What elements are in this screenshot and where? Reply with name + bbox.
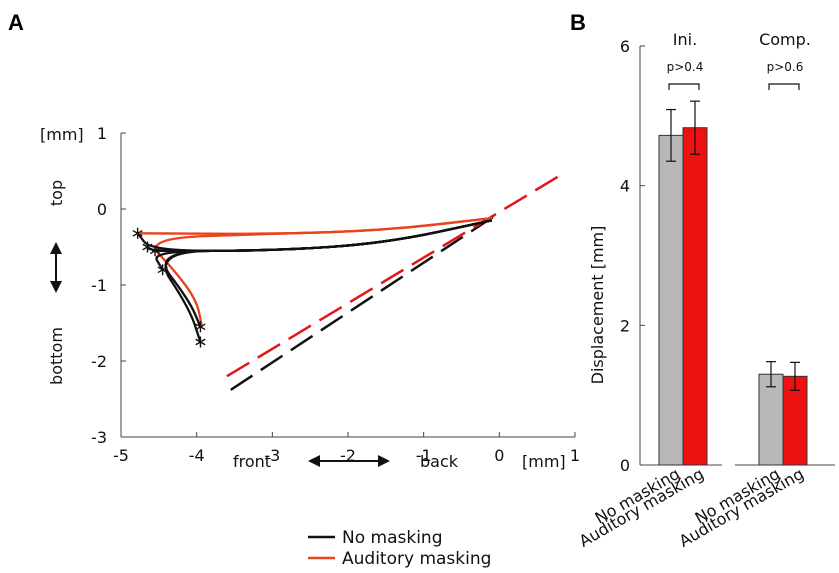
endpoint-marker — [195, 321, 206, 333]
error-bar — [790, 361, 800, 391]
x-tick-label: -2 — [340, 446, 356, 465]
y-tick-label: 0 — [97, 200, 107, 219]
x-unit-label: [mm] — [522, 452, 566, 471]
y-tick-label: 1 — [97, 124, 107, 143]
y-tick-label: -3 — [91, 428, 107, 447]
x-tick-label: 1 — [570, 446, 580, 465]
trajectory-data — [132, 172, 565, 391]
error-bar — [766, 361, 776, 388]
endpoint-marker-stroke — [157, 266, 168, 274]
x-tick-label: -4 — [189, 446, 205, 465]
significance-bracket — [668, 83, 700, 90]
y-axis-label: Displacement [mm] — [588, 226, 607, 385]
trajectory-axes — [120, 132, 576, 438]
p-value-label: p>0.6 — [767, 60, 804, 74]
legend-label-auditory-masking: Auditory masking — [342, 549, 491, 569]
x-tick-label: 0 — [494, 446, 504, 465]
endpoint-marker-stroke — [149, 247, 161, 255]
x-label-front: front — [233, 452, 271, 471]
significance-bracket — [768, 83, 800, 90]
error-bar — [666, 108, 676, 162]
bar-axes: 0 2 4 6 — [620, 37, 835, 475]
bar-no-masking — [658, 134, 684, 466]
group-title: Comp. — [759, 30, 811, 49]
fit-line-auditory-masking — [226, 172, 565, 378]
y-tick-label: -1 — [91, 276, 107, 295]
trajectory-no-masking — [164, 219, 493, 343]
bar-auditory-masking — [682, 127, 708, 466]
x-tick-label: -3 — [264, 446, 280, 465]
horizontal-double-arrow-icon — [308, 455, 390, 467]
panel-label-b: B — [570, 10, 586, 35]
y-label-bottom: bottom — [47, 327, 66, 385]
endpoint-marker — [195, 336, 206, 348]
endpoint-marker-stroke — [132, 229, 143, 237]
y-tick-label: -2 — [91, 352, 107, 371]
legend: No masking Auditory masking — [308, 528, 491, 569]
y-tick-label: 0 — [620, 456, 630, 475]
y-tick-label: 6 — [620, 37, 630, 56]
y-unit-label: [mm] — [40, 125, 84, 144]
trajectory-plot: -5 -4 -3 -2 -1 0 1 -3 -2 -1 0 1 [mm] [mm] top botto… — [40, 124, 580, 569]
error-bar — [690, 100, 700, 155]
x-label-back: back — [420, 452, 459, 471]
trajectory-no-masking — [155, 219, 493, 271]
fit-line-no-masking — [230, 211, 501, 391]
panel-label-a: A — [8, 10, 24, 35]
trajectory-tick-labels: -5 -4 -3 -2 -1 0 1 -3 -2 -1 0 1 — [91, 124, 580, 465]
endpoint-marker — [157, 264, 168, 276]
endpoint-marker-stroke — [142, 243, 153, 251]
vertical-double-arrow-icon — [50, 242, 62, 293]
x-tick-label: -1 — [416, 446, 432, 465]
y-tick-label: 4 — [620, 177, 630, 196]
x-tick-label: -5 — [113, 446, 129, 465]
endpoint-marker-stroke — [195, 323, 206, 331]
y-label-top: top — [47, 180, 66, 206]
y-tick-label: 2 — [620, 316, 630, 335]
trajectory-auditory-masking — [154, 216, 492, 328]
legend-label-no-masking: No masking — [342, 528, 443, 548]
bar-no-masking — [758, 373, 784, 466]
group-title: Ini. — [673, 30, 697, 49]
bar-auditory-masking — [782, 375, 808, 466]
endpoint-marker-stroke — [195, 338, 206, 346]
endpoint-marker — [149, 245, 161, 257]
p-value-label: p>0.4 — [667, 60, 704, 74]
endpoint-marker — [132, 227, 143, 239]
